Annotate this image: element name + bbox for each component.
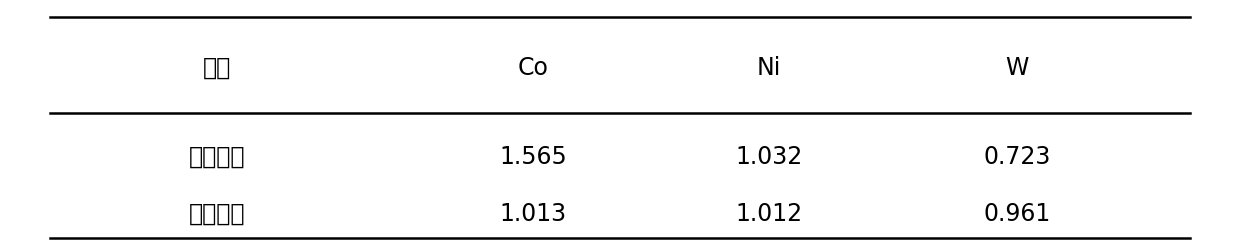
Text: 1.012: 1.012: [735, 202, 802, 226]
Text: 名称: 名称: [203, 56, 231, 80]
Text: 0.723: 0.723: [983, 145, 1050, 169]
Text: Co: Co: [518, 56, 548, 80]
Text: 1.032: 1.032: [735, 145, 802, 169]
Text: W: W: [1006, 56, 1028, 80]
Text: 均匀化后: 均匀化后: [188, 202, 246, 226]
Text: 均匀化前: 均匀化前: [188, 145, 246, 169]
Text: 1.013: 1.013: [500, 202, 567, 226]
Text: 1.565: 1.565: [500, 145, 567, 169]
Text: Ni: Ni: [756, 56, 781, 80]
Text: 0.961: 0.961: [983, 202, 1050, 226]
